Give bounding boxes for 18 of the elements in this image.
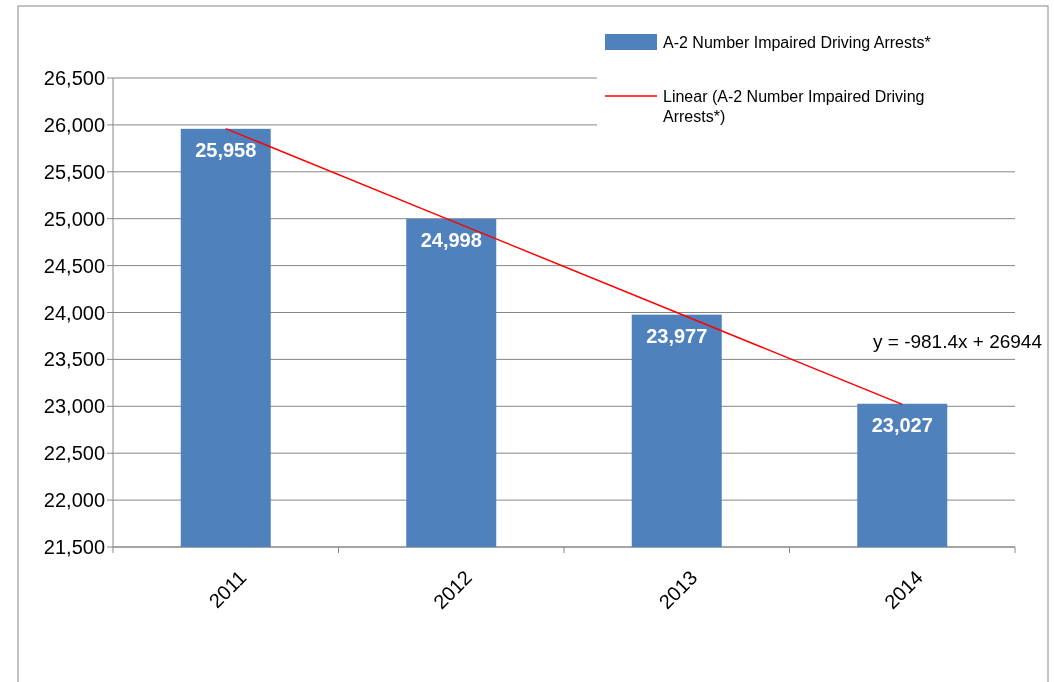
y-tick-label: 26,000 [43,113,105,136]
y-tick-label: 25,500 [43,160,105,183]
legend-label: A-2 Number Impaired Driving Arrests* [663,33,931,51]
annotation: y = -981.4x + 26944 [872,331,1043,352]
data-label: 24,998 [420,228,482,251]
y-tick-label: 22,000 [43,489,105,512]
y-tick-label: 22,500 [43,442,105,465]
y-tick-label: 25,000 [43,207,105,230]
data-label: 25,958 [195,138,257,161]
legend-label: Linear (A-2 Number Impaired Driving Arrests*) [663,87,925,126]
y-tick-label: 24,500 [43,254,105,277]
data-label: 23,977 [646,324,708,347]
y-tick-label: 21,500 [43,536,105,558]
y-tick-label: 24,000 [43,301,105,324]
y-tick-label: 26,500 [43,67,105,89]
y-tick-label: 23,500 [43,348,105,371]
data-label: 23,027 [871,413,933,436]
y-tick-label: 23,000 [43,395,105,418]
